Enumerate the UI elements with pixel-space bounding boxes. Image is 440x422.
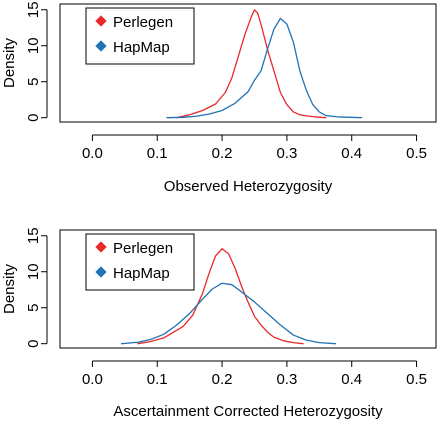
- y-tick-label: 5: [25, 78, 42, 86]
- series-line-perlegen: [176, 9, 327, 119]
- x-tick-label: 0.3: [276, 145, 297, 162]
- y-axis-label: Density: [1, 263, 18, 314]
- legend-marker-hapmap: [95, 40, 107, 52]
- legend: Perlegen HapMap: [85, 7, 195, 65]
- x-tick-label: 0.1: [147, 145, 168, 162]
- x-tick-label: 0.3: [276, 371, 297, 388]
- panel-corrected: 0.0 0.1 0.2 0.3 0.4 0.5 0 5 10 15 Density Ascert…: [1, 227, 437, 420]
- x-tick-label: 0.5: [406, 145, 427, 162]
- density-lines: [120, 248, 337, 345]
- x-tick-label: 0.1: [147, 371, 168, 388]
- x-tick-label: 0.5: [406, 371, 427, 388]
- x-tick-label: 0.2: [212, 371, 233, 388]
- y-tick-label: 10: [25, 263, 42, 280]
- legend-box: [85, 7, 195, 65]
- panel-observed: 0.0 0.1 0.2 0.3 0.4 0.5 0 5 10 15 Density Observ…: [1, 1, 437, 195]
- legend-label-hapmap: HapMap: [113, 39, 170, 56]
- x-tick-label: 0.2: [212, 145, 233, 162]
- y-tick-label: 10: [25, 37, 42, 54]
- y-axis: 0 5 10 15: [25, 1, 48, 122]
- x-axis-label: Ascertainment Corrected Heterozygosity: [113, 403, 383, 420]
- series-line-perlegen: [137, 248, 304, 345]
- plot-frame: [59, 229, 437, 349]
- y-axis-label: Density: [1, 37, 18, 88]
- density-lines: [166, 9, 363, 119]
- y-axis: 0 5 10 15: [25, 227, 48, 348]
- x-tick-label: 0.4: [341, 145, 362, 162]
- plot-frame: [59, 3, 437, 123]
- series-line-hapmap: [166, 17, 363, 119]
- y-tick-label: 0: [25, 114, 42, 122]
- legend-label-perlegen: Perlegen: [113, 14, 173, 31]
- y-tick-label: 15: [25, 1, 42, 18]
- series-line-hapmap: [120, 282, 337, 345]
- x-axis: 0.0 0.1 0.2 0.3 0.4 0.5: [82, 134, 427, 162]
- y-tick-label: 5: [25, 304, 42, 312]
- x-tick-label: 0.0: [82, 145, 103, 162]
- legend-box: [85, 233, 195, 291]
- x-axis: 0.0 0.1 0.2 0.3 0.4 0.5: [82, 360, 427, 388]
- x-tick-label: 0.4: [341, 371, 362, 388]
- x-axis-label: Observed Heterozygosity: [164, 178, 333, 195]
- legend-label-hapmap: HapMap: [113, 265, 170, 282]
- y-tick-label: 15: [25, 227, 42, 244]
- y-tick-label: 0: [25, 340, 42, 348]
- legend-label-perlegen: Perlegen: [113, 240, 173, 257]
- legend: Perlegen HapMap: [85, 233, 195, 291]
- x-tick-label: 0.0: [82, 371, 103, 388]
